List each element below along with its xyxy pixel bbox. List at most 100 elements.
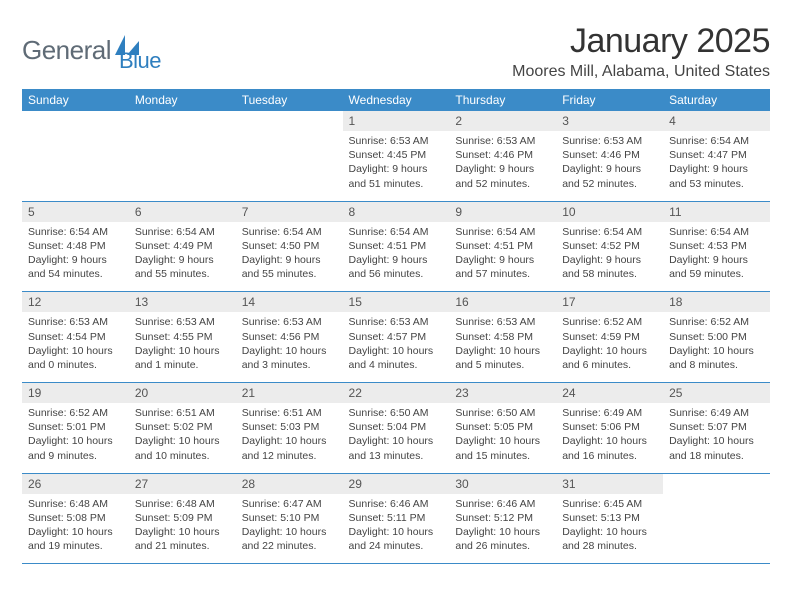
day-number: 2 xyxy=(449,111,556,131)
day-number: 4 xyxy=(663,111,770,131)
day-number: 31 xyxy=(556,474,663,494)
day-details: Sunrise: 6:54 AMSunset: 4:49 PMDaylight:… xyxy=(129,222,236,292)
weekday-header: Monday xyxy=(129,89,236,111)
day-details: Sunrise: 6:48 AMSunset: 5:09 PMDaylight:… xyxy=(129,494,236,564)
calendar-day-cell: 20Sunrise: 6:51 AMSunset: 5:02 PMDayligh… xyxy=(129,383,236,474)
day-number: 6 xyxy=(129,202,236,222)
day-details: Sunrise: 6:53 AMSunset: 4:57 PMDaylight:… xyxy=(343,312,450,382)
day-number: 1 xyxy=(343,111,450,131)
day-details: Sunrise: 6:53 AMSunset: 4:58 PMDaylight:… xyxy=(449,312,556,382)
day-number: 20 xyxy=(129,383,236,403)
calendar-day-cell: 8Sunrise: 6:54 AMSunset: 4:51 PMDaylight… xyxy=(343,201,450,292)
weekday-header: Saturday xyxy=(663,89,770,111)
day-details: Sunrise: 6:46 AMSunset: 5:12 PMDaylight:… xyxy=(449,494,556,564)
calendar-day-cell: 11Sunrise: 6:54 AMSunset: 4:53 PMDayligh… xyxy=(663,201,770,292)
calendar-page: General Blue January 2025 Moores Mill, A… xyxy=(0,0,792,564)
calendar-day-cell: 13Sunrise: 6:53 AMSunset: 4:55 PMDayligh… xyxy=(129,292,236,383)
day-details: Sunrise: 6:54 AMSunset: 4:48 PMDaylight:… xyxy=(22,222,129,292)
day-number: 30 xyxy=(449,474,556,494)
day-number: 24 xyxy=(556,383,663,403)
calendar-day-cell: 18Sunrise: 6:52 AMSunset: 5:00 PMDayligh… xyxy=(663,292,770,383)
month-title: January 2025 xyxy=(512,22,770,61)
day-details: Sunrise: 6:49 AMSunset: 5:07 PMDaylight:… xyxy=(663,403,770,473)
weekday-header: Thursday xyxy=(449,89,556,111)
location-text: Moores Mill, Alabama, United States xyxy=(512,63,770,81)
day-number: 21 xyxy=(236,383,343,403)
day-details: Sunrise: 6:47 AMSunset: 5:10 PMDaylight:… xyxy=(236,494,343,564)
calendar-day-cell: 25Sunrise: 6:49 AMSunset: 5:07 PMDayligh… xyxy=(663,383,770,474)
calendar-day-cell: 22Sunrise: 6:50 AMSunset: 5:04 PMDayligh… xyxy=(343,383,450,474)
day-number: 11 xyxy=(663,202,770,222)
calendar-week-row: 12Sunrise: 6:53 AMSunset: 4:54 PMDayligh… xyxy=(22,292,770,383)
day-number: 29 xyxy=(343,474,450,494)
day-details: Sunrise: 6:51 AMSunset: 5:03 PMDaylight:… xyxy=(236,403,343,473)
day-number: 26 xyxy=(22,474,129,494)
calendar-day-cell: 23Sunrise: 6:50 AMSunset: 5:05 PMDayligh… xyxy=(449,383,556,474)
day-number: 18 xyxy=(663,292,770,312)
calendar-day-cell: 4Sunrise: 6:54 AMSunset: 4:47 PMDaylight… xyxy=(663,111,770,201)
calendar-day-cell: 30Sunrise: 6:46 AMSunset: 5:12 PMDayligh… xyxy=(449,473,556,564)
day-number: 22 xyxy=(343,383,450,403)
day-number: 25 xyxy=(663,383,770,403)
calendar-day-cell: 7Sunrise: 6:54 AMSunset: 4:50 PMDaylight… xyxy=(236,201,343,292)
day-number: 8 xyxy=(343,202,450,222)
logo: General Blue xyxy=(22,22,161,74)
day-details: Sunrise: 6:53 AMSunset: 4:55 PMDaylight:… xyxy=(129,312,236,382)
day-details: Sunrise: 6:54 AMSunset: 4:51 PMDaylight:… xyxy=(449,222,556,292)
weekday-header: Wednesday xyxy=(343,89,450,111)
calendar-day-cell: 1Sunrise: 6:53 AMSunset: 4:45 PMDaylight… xyxy=(343,111,450,201)
calendar-day-cell: 5Sunrise: 6:54 AMSunset: 4:48 PMDaylight… xyxy=(22,201,129,292)
day-number: 27 xyxy=(129,474,236,494)
day-details: Sunrise: 6:53 AMSunset: 4:56 PMDaylight:… xyxy=(236,312,343,382)
day-number: 17 xyxy=(556,292,663,312)
calendar-day-cell: 29Sunrise: 6:46 AMSunset: 5:11 PMDayligh… xyxy=(343,473,450,564)
day-number: 3 xyxy=(556,111,663,131)
calendar-day-cell: 3Sunrise: 6:53 AMSunset: 4:46 PMDaylight… xyxy=(556,111,663,201)
day-details: Sunrise: 6:53 AMSunset: 4:46 PMDaylight:… xyxy=(449,131,556,201)
calendar-day-cell: 17Sunrise: 6:52 AMSunset: 4:59 PMDayligh… xyxy=(556,292,663,383)
day-number: 9 xyxy=(449,202,556,222)
day-details: Sunrise: 6:53 AMSunset: 4:45 PMDaylight:… xyxy=(343,131,450,201)
page-header: General Blue January 2025 Moores Mill, A… xyxy=(22,22,770,81)
day-details: Sunrise: 6:52 AMSunset: 4:59 PMDaylight:… xyxy=(556,312,663,382)
logo-text-general: General xyxy=(22,35,111,66)
day-number: 28 xyxy=(236,474,343,494)
day-details: Sunrise: 6:53 AMSunset: 4:46 PMDaylight:… xyxy=(556,131,663,201)
calendar-day-cell: 19Sunrise: 6:52 AMSunset: 5:01 PMDayligh… xyxy=(22,383,129,474)
day-number: 23 xyxy=(449,383,556,403)
day-details: Sunrise: 6:52 AMSunset: 5:00 PMDaylight:… xyxy=(663,312,770,382)
calendar-day-cell: 26Sunrise: 6:48 AMSunset: 5:08 PMDayligh… xyxy=(22,473,129,564)
day-details: Sunrise: 6:53 AMSunset: 4:54 PMDaylight:… xyxy=(22,312,129,382)
calendar-day-cell: 27Sunrise: 6:48 AMSunset: 5:09 PMDayligh… xyxy=(129,473,236,564)
calendar-day-cell: 9Sunrise: 6:54 AMSunset: 4:51 PMDaylight… xyxy=(449,201,556,292)
calendar-day-cell: 16Sunrise: 6:53 AMSunset: 4:58 PMDayligh… xyxy=(449,292,556,383)
day-number: 15 xyxy=(343,292,450,312)
day-details: Sunrise: 6:48 AMSunset: 5:08 PMDaylight:… xyxy=(22,494,129,564)
calendar-day-cell: 31Sunrise: 6:45 AMSunset: 5:13 PMDayligh… xyxy=(556,473,663,564)
day-details: Sunrise: 6:54 AMSunset: 4:47 PMDaylight:… xyxy=(663,131,770,201)
day-number: 13 xyxy=(129,292,236,312)
title-block: January 2025 Moores Mill, Alabama, Unite… xyxy=(512,22,770,81)
day-details: Sunrise: 6:52 AMSunset: 5:01 PMDaylight:… xyxy=(22,403,129,473)
day-details: Sunrise: 6:46 AMSunset: 5:11 PMDaylight:… xyxy=(343,494,450,564)
calendar-day-cell: 21Sunrise: 6:51 AMSunset: 5:03 PMDayligh… xyxy=(236,383,343,474)
day-number: 16 xyxy=(449,292,556,312)
day-number: 5 xyxy=(22,202,129,222)
calendar-day-cell: 2Sunrise: 6:53 AMSunset: 4:46 PMDaylight… xyxy=(449,111,556,201)
calendar-week-row: 5Sunrise: 6:54 AMSunset: 4:48 PMDaylight… xyxy=(22,201,770,292)
weekday-header: Sunday xyxy=(22,89,129,111)
day-details: Sunrise: 6:50 AMSunset: 5:04 PMDaylight:… xyxy=(343,403,450,473)
calendar-day-cell xyxy=(129,111,236,201)
day-details: Sunrise: 6:49 AMSunset: 5:06 PMDaylight:… xyxy=(556,403,663,473)
calendar-table: Sunday Monday Tuesday Wednesday Thursday… xyxy=(22,89,770,564)
logo-text-blue: Blue xyxy=(119,48,161,74)
calendar-week-row: 1Sunrise: 6:53 AMSunset: 4:45 PMDaylight… xyxy=(22,111,770,201)
calendar-day-cell xyxy=(663,473,770,564)
calendar-day-cell xyxy=(22,111,129,201)
day-number: 12 xyxy=(22,292,129,312)
day-details: Sunrise: 6:50 AMSunset: 5:05 PMDaylight:… xyxy=(449,403,556,473)
day-details: Sunrise: 6:45 AMSunset: 5:13 PMDaylight:… xyxy=(556,494,663,564)
weekday-header: Tuesday xyxy=(236,89,343,111)
calendar-day-cell: 24Sunrise: 6:49 AMSunset: 5:06 PMDayligh… xyxy=(556,383,663,474)
calendar-header-row: Sunday Monday Tuesday Wednesday Thursday… xyxy=(22,89,770,111)
